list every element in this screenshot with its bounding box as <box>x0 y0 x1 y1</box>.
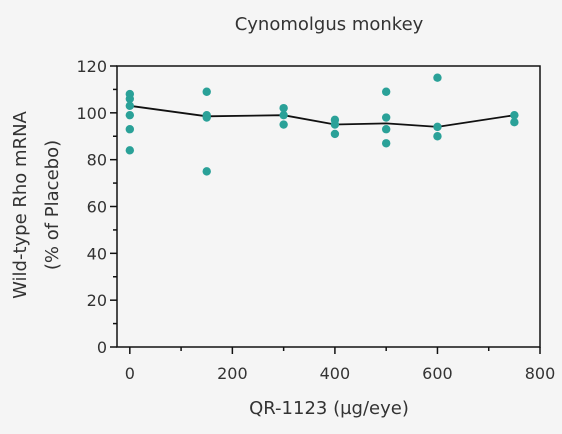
x-tick-label: 0 <box>125 364 135 383</box>
y-tick-label: 100 <box>76 104 107 123</box>
data-point <box>510 110 519 120</box>
data-point <box>125 125 135 134</box>
plot-frame <box>116 65 541 348</box>
y-tick-label: 20 <box>87 291 107 310</box>
data-point <box>125 94 135 103</box>
data-point <box>433 132 442 141</box>
y-tick-label: 60 <box>87 198 107 217</box>
data-point <box>202 167 211 176</box>
data-point <box>433 122 442 132</box>
data-point <box>202 87 211 96</box>
data-point <box>510 118 519 127</box>
data-point <box>330 129 340 139</box>
x-tick-label: 200 <box>217 364 248 383</box>
x-tick-label: 800 <box>525 364 556 383</box>
y-axis-label: Wild-type Rho mRNA (% of Placebo) <box>10 110 63 298</box>
x-axis-label: QR-1123 (µg/eye) <box>249 398 409 419</box>
data-point <box>125 146 135 155</box>
y-tick-label: 80 <box>87 151 107 170</box>
mean-line <box>129 104 515 128</box>
data-point <box>279 120 288 129</box>
data-point <box>330 120 340 129</box>
y-axis-label-line-1: Wild-type Rho mRNA <box>10 110 31 298</box>
data-point <box>125 101 135 111</box>
data-point <box>381 139 391 148</box>
x-tick-label: 400 <box>320 364 351 383</box>
y-tick-label: 0 <box>97 338 107 357</box>
data-point <box>381 87 391 96</box>
data-point <box>125 110 135 120</box>
y-tick-label: 40 <box>87 244 107 263</box>
data-point <box>381 113 391 122</box>
y-axis-label-line-2: (% of Placebo) <box>42 140 63 270</box>
data-point <box>433 73 442 82</box>
data-point <box>279 103 288 113</box>
y-tick-label: 120 <box>76 57 107 76</box>
data-point <box>381 125 391 134</box>
data-point <box>202 113 211 122</box>
data-point <box>279 110 288 120</box>
x-tick-label: 600 <box>422 364 453 383</box>
chart-title: Cynomolgus monkey <box>235 14 424 35</box>
plot-area: 0 20 40 60 80 100 120 0 200 400 600 800 <box>76 57 555 383</box>
